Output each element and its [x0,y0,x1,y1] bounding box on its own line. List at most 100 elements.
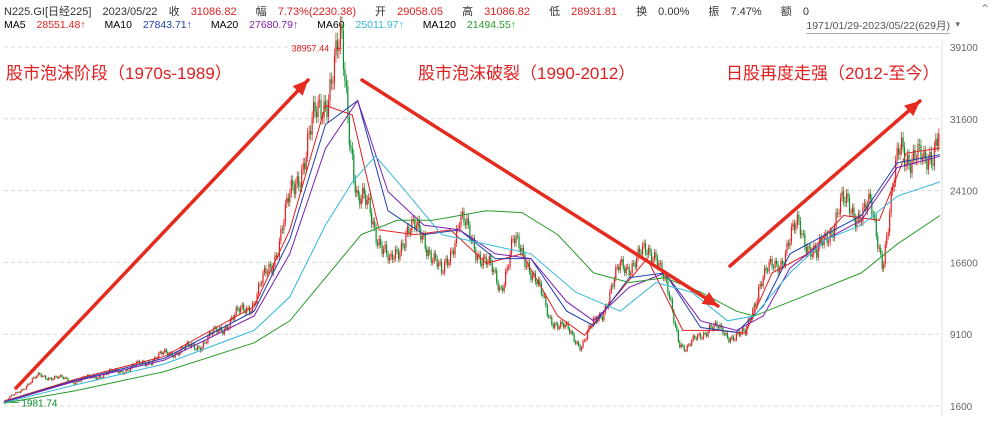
candle-body [707,331,709,337]
candle-body [275,255,278,257]
candle-body [37,373,39,376]
candle-body [737,332,739,334]
annotation-text: 股市泡沫破裂（1990-2012） [418,64,635,83]
candle-body [819,237,821,248]
candle-body [566,322,568,325]
candle-body [400,243,403,253]
candle-body [789,241,791,246]
candle-body [804,233,806,248]
candle-body [19,391,21,393]
candle-body [711,327,714,330]
candle-body [173,356,175,358]
candle-body [161,351,163,355]
date-range-selector[interactable]: 1971/01/29-2023/05/22(629月) [806,20,950,34]
candle-body [269,264,272,267]
candle-body [330,79,333,84]
candle-body [881,253,883,269]
candle-body [190,343,193,348]
candle-body [793,223,796,230]
candle-body [378,238,380,246]
candle-body [368,197,370,200]
candle-body [906,154,909,165]
candle-body [393,258,395,260]
candle-body [432,260,434,263]
candle-body [658,263,660,268]
candle-body [313,102,315,118]
candle-body [787,243,790,246]
bubble-arrow-head [292,80,308,96]
candle-body [417,219,419,227]
candle-body [299,186,301,188]
candle-body [475,249,477,261]
candle-body [120,371,123,372]
candle-body [98,376,100,378]
candle-body [869,193,871,199]
candle-body [280,229,282,241]
candle-body [542,293,544,296]
candle-body [567,322,569,329]
candle-body [863,203,865,208]
candle-body [594,317,596,319]
candle-body [198,346,200,348]
candle-body [396,249,398,251]
candle-body [362,187,364,199]
close-label: 收 [168,6,180,18]
candle-body [202,342,205,348]
candle-body [832,231,834,238]
candle-body [792,223,794,228]
grid [4,40,943,416]
candle-body [314,102,316,112]
y-tick-label: 9100 [950,330,973,341]
high-value: 31086.82 [484,6,531,18]
amplitude-value: 7.47% [730,6,762,18]
candle-body [698,333,700,335]
candle-body [569,328,571,334]
high-label: 高 [462,6,474,18]
candle-body [210,332,212,335]
candle-body [694,335,696,339]
candle-body [664,275,666,279]
candle-body [892,187,894,192]
y-axis: 1600 9100 16600 24100 31600 39100 [950,43,978,413]
candle-body [277,256,279,258]
candle-body [505,271,507,285]
candle-body [58,376,60,379]
candle-body [714,322,717,325]
candle-body [911,159,913,174]
candle-body [97,377,99,380]
close-value: 31086.82 [190,6,237,18]
candle-body [841,191,843,198]
candle-body [384,244,386,250]
candle-body [686,345,688,351]
candle-body [582,340,584,348]
candle-body [889,212,891,233]
collapse-icon[interactable]: ⌃ [979,2,990,16]
candle-body [43,375,45,377]
candle-body [73,382,75,385]
candle-body [531,274,534,280]
candle-body [802,233,804,235]
candle-body [356,190,358,193]
candle-body [302,163,304,170]
candle-body [451,250,453,252]
candle-body [286,197,288,204]
candle-body [290,180,292,194]
candle-body [324,101,327,106]
candle-body [406,226,408,234]
candle-body [457,228,459,230]
candle-body [187,342,190,346]
dropdown-icon[interactable]: ▾ [955,19,960,29]
candle-body [691,340,693,346]
candle-body [100,376,102,379]
candle-body [382,249,385,254]
candle-body [42,375,44,377]
candle-body [683,345,685,351]
candle-body [630,273,632,276]
candle-body [555,323,557,325]
candle-body [634,263,636,268]
candle-body [572,331,574,334]
candle-body [351,147,353,155]
candle-body [366,199,368,205]
candle-body [509,253,511,268]
candle-body [647,248,650,255]
